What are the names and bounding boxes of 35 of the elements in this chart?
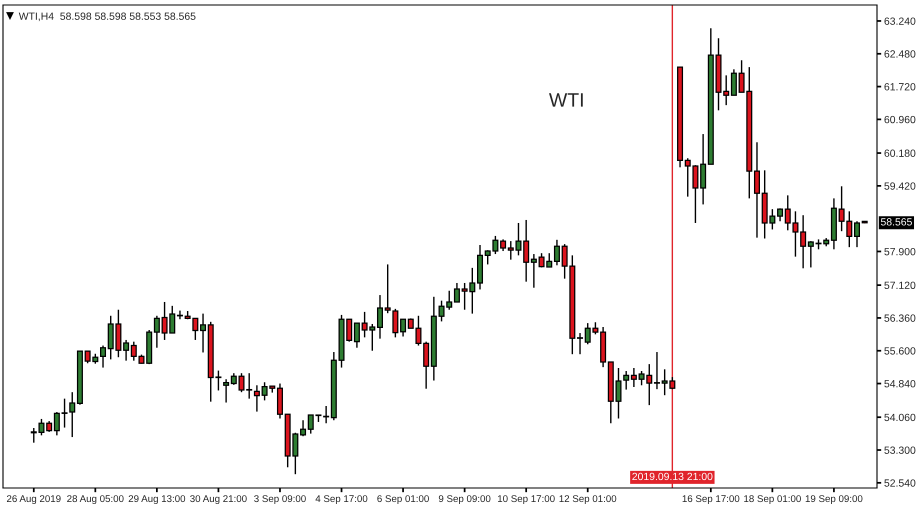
y-tick-label: 52.540 bbox=[884, 479, 916, 487]
y-tick-label: 57.120 bbox=[884, 282, 916, 290]
text: WTI,H4 58.598 58.598 58.553 58.565 bbox=[18, 12, 196, 22]
y-tick-label: 62.480 bbox=[884, 50, 916, 58]
y-tick-label: 63.240 bbox=[884, 17, 916, 25]
y-tick-label: 60.960 bbox=[884, 116, 916, 124]
y-tick-label: 54.060 bbox=[884, 414, 916, 422]
candlestick bbox=[215, 370, 222, 392]
x-tick-label: 30 Aug 21:00 bbox=[190, 495, 247, 504]
y-tick-label: 53.300 bbox=[884, 446, 916, 454]
x-tick-label: 19 Sep 09:00 bbox=[806, 495, 862, 504]
x-tick-label: 6 Sep 01:00 bbox=[377, 495, 429, 504]
y-tick-label: 61.720 bbox=[884, 83, 916, 90]
y-tick-label: 56.360 bbox=[884, 314, 916, 322]
x-tick-label: 29 Aug 13:00 bbox=[128, 495, 186, 504]
text: 58.565 bbox=[880, 218, 912, 226]
x-tick-label: 16 Sep 17:00 bbox=[682, 495, 740, 504]
candlestick bbox=[223, 378, 230, 404]
x-tick-label: 4 Sep 17:00 bbox=[316, 495, 368, 504]
annotation: WTI bbox=[549, 93, 583, 107]
y-tick-label: 60.180 bbox=[884, 150, 916, 157]
y-tick-label: 59.420 bbox=[884, 182, 916, 190]
x-tick-label: 10 Sep 17:00 bbox=[498, 495, 555, 504]
candlestick bbox=[623, 370, 630, 390]
y-tick-label: 57.900 bbox=[884, 248, 916, 256]
x-tick-label: 9 Sep 09:00 bbox=[438, 495, 490, 504]
x-tick-label: 18 Sep 01:00 bbox=[744, 495, 801, 504]
x-tick-label: 2019.09.13 21:00 bbox=[632, 472, 712, 480]
x-tick-label: 28 Aug 05:00 bbox=[67, 495, 124, 504]
x-tick-label: 12 Sep 01:00 bbox=[560, 495, 616, 504]
x-tick-label: 26 Aug 2019 bbox=[6, 495, 61, 504]
y-tick-label: 54.840 bbox=[884, 380, 916, 388]
y-tick-label: 55.600 bbox=[884, 347, 916, 355]
candlestick bbox=[669, 376, 676, 390]
x-tick-label: 3 Sep 09:00 bbox=[254, 495, 306, 504]
